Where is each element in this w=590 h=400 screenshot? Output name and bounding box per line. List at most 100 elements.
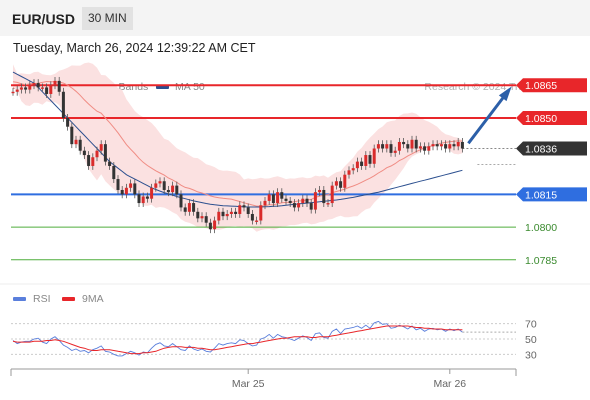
candle-body: [355, 161, 359, 169]
ma50-line: [12, 71, 463, 208]
candle-body: [444, 144, 448, 149]
candle-body: [74, 139, 78, 145]
candle-body: [263, 200, 267, 206]
candle-body: [313, 192, 317, 210]
candle-body: [288, 200, 292, 204]
candle-body: [376, 144, 380, 149]
candle-body: [301, 198, 305, 204]
candle-body: [200, 216, 204, 219]
candle-body: [45, 87, 49, 94]
candle-body: [276, 192, 280, 204]
candle-body: [389, 144, 393, 153]
forecast-arrowhead: [498, 86, 512, 102]
rsi-tick-label-70: 70: [525, 319, 537, 331]
candle-body: [36, 83, 40, 88]
candle-body: [137, 194, 141, 204]
candle-body: [292, 203, 296, 208]
candle-body: [57, 80, 61, 92]
candle-body: [423, 146, 427, 151]
x-axis-ticks: Mar 25 Mar 26: [232, 369, 466, 390]
timeframe-button[interactable]: 30 MIN: [82, 7, 133, 30]
candle-body: [414, 139, 418, 149]
candle-body: [129, 183, 133, 188]
candle-body: [49, 85, 53, 94]
candle-body: [334, 181, 338, 186]
candle-body: [91, 157, 95, 166]
candle-body: [364, 155, 368, 166]
candle-body: [402, 141, 406, 145]
candle-body: [66, 117, 70, 127]
level-lines: [11, 84, 516, 261]
support-label-box-3: [516, 187, 587, 202]
candle-body: [221, 211, 225, 217]
resistance-label-box-1: [516, 110, 587, 125]
candle-body: [192, 203, 196, 212]
candle-body: [460, 141, 464, 149]
rsi-line: [12, 320, 463, 357]
candle-body: [61, 91, 65, 118]
candle-body: [19, 87, 23, 90]
resistance-label-box-0: [516, 78, 587, 93]
candle-body: [145, 196, 149, 199]
candle-body: [360, 161, 364, 166]
candle-body: [11, 91, 15, 94]
candle-body: [24, 87, 28, 90]
candle-body: [284, 198, 288, 201]
candle-body: [196, 211, 200, 219]
candle-body: [154, 183, 158, 188]
candle-body: [267, 194, 271, 201]
candle-body: [435, 144, 439, 147]
ma50-legend-label: MA 50: [175, 81, 205, 93]
candle-body: [187, 203, 191, 212]
candle-body: [397, 141, 401, 151]
current-label-2: 1.0836: [525, 144, 557, 156]
candle-body: [150, 187, 154, 199]
candle-body: [452, 144, 456, 147]
candle-body: [229, 211, 233, 214]
candle-body: [343, 174, 347, 188]
candle-body: [213, 220, 217, 230]
candle-body: [78, 139, 82, 151]
candle-body: [410, 139, 414, 149]
target-label-4: 1.0800: [525, 222, 557, 234]
candle-body: [448, 144, 452, 149]
candle-body: [40, 87, 44, 89]
candle-body: [372, 148, 376, 164]
candle-body: [179, 194, 183, 208]
candle-body: [116, 179, 120, 190]
x-tick-label-1: Mar 26: [433, 378, 466, 390]
candle-body: [217, 211, 221, 221]
candle-body: [271, 194, 275, 204]
candle-body: [309, 203, 313, 210]
candle-body: [280, 192, 284, 199]
rsi-ma-line: [12, 325, 463, 355]
candle-body: [381, 144, 385, 149]
candle-body: [427, 146, 431, 151]
candle-body: [318, 189, 322, 193]
candle-body: [418, 146, 422, 149]
candle-body: [171, 185, 175, 193]
rsi-ma-legend-swatch: [62, 297, 75, 301]
support-label-3: 1.0815: [525, 189, 557, 201]
candle-body: [439, 144, 443, 147]
candles: [11, 76, 464, 234]
candle-body: [347, 170, 351, 175]
header-bar: EUR/USD 30 MIN: [0, 0, 590, 36]
candle-body: [112, 165, 116, 180]
candle-body: [15, 89, 19, 92]
candle-body: [166, 189, 170, 193]
symbol-title: EUR/USD: [12, 11, 76, 27]
candle-body: [175, 185, 179, 195]
candle-body: [250, 213, 254, 221]
candle-body: [95, 150, 99, 158]
candle-body: [330, 185, 334, 204]
candle-body: [53, 80, 57, 86]
candle-body: [124, 187, 128, 195]
candle-body: [322, 189, 326, 204]
candle-body: [368, 155, 372, 164]
resistance-label-1: 1.0850: [525, 113, 557, 125]
candle-body: [204, 216, 208, 223]
resistance-label-0: 1.0865: [525, 80, 557, 92]
candle-body: [225, 213, 229, 217]
